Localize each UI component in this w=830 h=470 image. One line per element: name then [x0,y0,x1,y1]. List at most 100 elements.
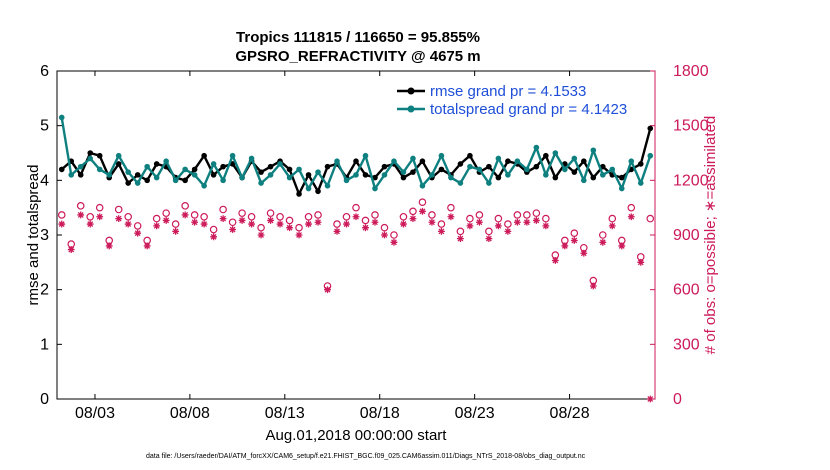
assimilated-obs-marker [409,215,417,222]
totalspread-point [533,144,540,151]
totalspread-point [229,152,236,159]
possible-obs-marker [162,209,170,217]
assimilated-obs-marker [58,220,66,228]
totalspread-point [163,158,169,164]
rmse-point [286,166,293,173]
totalspread-point [362,152,369,159]
y-tick-label-left: 5 [40,118,49,135]
assimilated-obs-marker [618,242,626,250]
x-tick-label: 08/08 [170,405,210,422]
possible-obs-marker [257,223,265,232]
rmse-point [58,166,65,173]
possible-obs-marker [390,231,398,239]
y-tick-label-right: 300 [673,336,700,353]
x-axis-label: Aug.01,2018 00:00:00 start [266,427,448,444]
rmse-point [134,172,141,178]
assimilated-obs-marker [400,220,407,228]
totalspread-point [543,172,549,178]
rmse-point [267,163,274,170]
assimilated-obs-marker [248,220,255,228]
possible-obs-marker [295,223,303,232]
rmse-point [590,174,597,181]
assimilated-obs-marker [314,218,322,226]
possible-obs-marker [361,216,370,225]
assimilated-obs-marker [362,224,369,232]
assimilated-obs-marker [485,235,493,243]
totalspread-point [172,177,179,184]
possible-obs-marker [276,212,284,221]
rmse-point [486,163,492,170]
totalspread-point [315,169,321,175]
y-tick-label-right: 1500 [673,118,709,135]
rmse-point [324,163,331,170]
totalspread-point [628,158,635,164]
assimilated-obs-marker [532,217,540,224]
x-tick-label: 08/13 [265,405,305,422]
possible-obs-marker [646,214,655,223]
assimilated-obs-marker [67,246,75,253]
y-tick-label-left: 1 [40,336,49,353]
y-tick-label-left: 6 [40,63,49,80]
possible-obs-marker [238,209,246,217]
x-tick-label: 08/28 [550,405,590,422]
possible-obs-marker [181,202,189,210]
totalspread-point [305,185,312,192]
assimilated-obs-marker [257,231,265,239]
assimilated-obs-marker [419,207,426,215]
plot-area [56,70,656,400]
assimilated-obs-marker [276,220,284,228]
possible-obs-marker [447,203,455,212]
assimilated-obs-marker [494,222,502,230]
possible-obs-marker [399,212,408,221]
rmse-point [618,174,625,181]
assimilated-obs-marker [475,218,483,226]
possible-obs-marker [523,211,531,219]
assimilated-obs-marker [305,220,312,228]
assimilated-obs-marker [580,249,588,257]
x-tick-label: 08/18 [360,405,400,422]
totalspread-point [96,166,103,173]
totalspread-point [457,180,464,186]
totalspread-point [343,177,350,184]
assimilated-obs-marker [143,242,151,250]
y-tick-label-left: 2 [40,282,49,299]
totalspread-point [562,166,568,173]
rmse-point [410,169,416,175]
rmse-point [77,172,84,178]
y-tick-label-right: 600 [673,282,700,299]
totalspread-point [58,114,65,121]
totalspread-point [647,152,654,159]
assimilated-obs-marker [238,217,246,224]
assimilated-obs-marker [589,282,597,290]
assimilated-obs-marker [466,222,474,230]
totalspread-point [505,172,511,178]
assimilated-obs-marker [115,215,123,222]
possible-obs-marker [95,203,104,212]
right-axis-ticks: 0 300 600 900 1200 1500 1800 [650,63,709,408]
y-axis-label-left: rmse and totalspread [25,165,42,306]
totalspread-point [353,172,359,178]
possible-obs-marker [418,198,427,207]
legend-rmse-marker [407,87,415,95]
y-tick-label-right: 0 [673,391,682,408]
y-tick-label-right: 1200 [673,172,709,189]
rmse-point [533,163,540,170]
totalspread-point [115,152,122,159]
possible-obs-marker [475,211,484,219]
possible-obs-marker [598,231,607,239]
possible-obs-marker [124,212,132,221]
totalspread-point [77,163,84,170]
possible-obs-marker [219,205,227,214]
assimilated-obs-marker [124,220,132,228]
totalspread-point [210,161,217,167]
possible-obs-marker [285,216,294,225]
assimilated-obs-marker [191,218,199,226]
assimilated-obs-marker [286,224,293,232]
totalspread-point [267,172,274,178]
rmse-point [581,158,587,164]
possible-obs-marker [171,220,180,228]
rmse-point [125,180,131,186]
rmse-point [419,158,426,164]
y-tick-label-right: 900 [673,227,700,244]
totalspread-point [220,177,226,184]
